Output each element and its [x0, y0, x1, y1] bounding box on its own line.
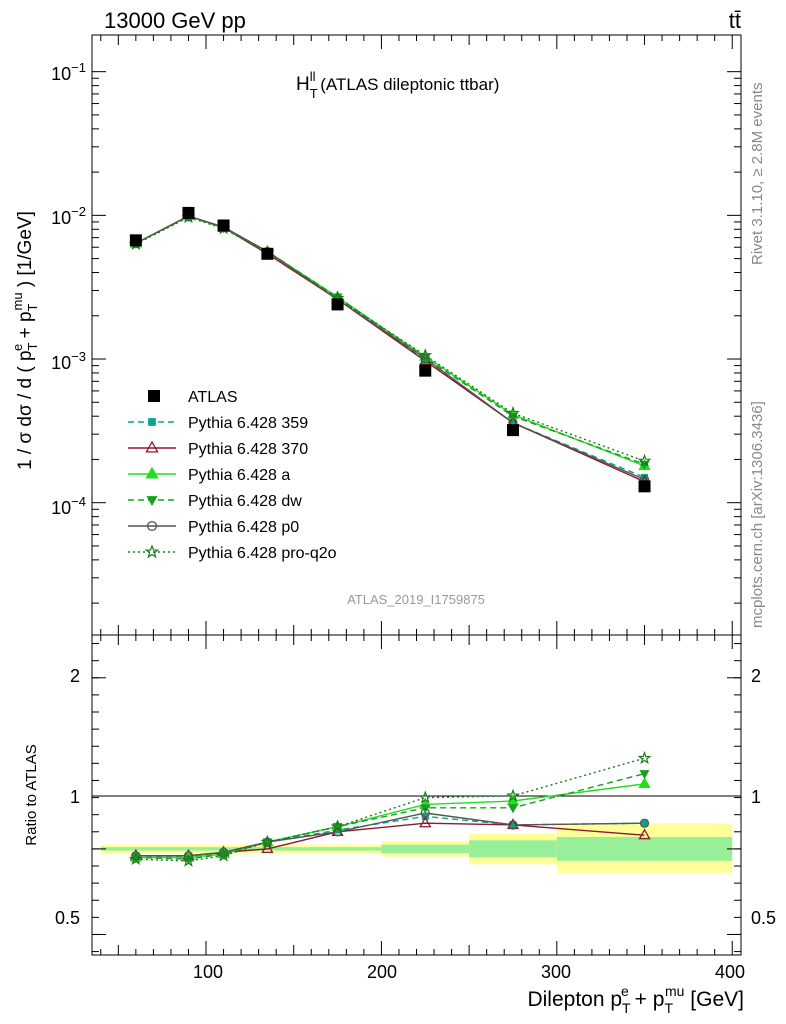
- main-axis-ticks: [92, 35, 741, 635]
- atlas-data-points: [129, 206, 651, 493]
- legend-label-atlas: ATLAS: [188, 389, 238, 406]
- ratio-series-point-5: [506, 788, 520, 802]
- ratio-series-point-4: [218, 847, 229, 857]
- ratio-series-line-2: [135, 783, 645, 859]
- atlas-data-point: [182, 206, 195, 219]
- ratio-series-point-5: [260, 834, 275, 848]
- legend-marker-5: [144, 544, 160, 559]
- ratio-series-point-5: [637, 750, 652, 765]
- atlas-data-point: [638, 480, 651, 493]
- legend-marker-2: [145, 466, 159, 479]
- x-tick-label-300: 300: [541, 962, 571, 982]
- ratio-series-point-5: [128, 851, 143, 866]
- header-process-label: tt̄: [729, 8, 741, 33]
- ratio-series-point-5: [181, 853, 196, 867]
- ratio-y-tick-05-left: 0.5: [55, 908, 80, 928]
- ratio-y-tick-2-right: 2: [751, 666, 761, 686]
- ratio-series-point-4: [131, 851, 141, 861]
- ratio-series-point-1: [261, 842, 274, 854]
- ratio-panel: 2 1 0.5 2 1 0.5 Ratio to ATLAS 100 200 3…: [23, 634, 776, 1016]
- ratio-series-line-4: [135, 812, 645, 857]
- x-tick-label-100: 100: [193, 962, 223, 982]
- legend-marker-1: [145, 440, 159, 453]
- main-series-line-4: [135, 215, 645, 481]
- x-tick-label-400: 400: [715, 962, 745, 982]
- main-series-line-5: [135, 216, 645, 462]
- y-tick-label-1e-3: 10−3: [51, 349, 86, 373]
- ratio-series-point-5: [216, 848, 231, 862]
- ratio-series-point-1: [638, 828, 651, 840]
- ratio-uncertainty-bands: [100, 823, 733, 873]
- main-series-point-5: [637, 453, 652, 467]
- ratio-band-inner-2: [469, 840, 557, 858]
- legend-marker-atlas: [148, 390, 160, 402]
- ratio-series-markers: [128, 750, 652, 867]
- rivet-version-label: Rivet 3.1.10, ≥ 2.8M events: [749, 83, 766, 266]
- ratio-series-point-3: [130, 853, 141, 863]
- ratio-panel-frame: [91, 634, 742, 956]
- ratio-series-point-0: [509, 821, 517, 829]
- atlas-data-point: [419, 364, 432, 377]
- ratio-series-point-4: [420, 808, 430, 818]
- main-series-point-0: [509, 419, 517, 427]
- legend-marker-4: [146, 520, 158, 532]
- y-tick-label-1e-4: 10−4: [51, 494, 86, 518]
- atlas-data-point: [261, 247, 274, 260]
- y-tick-label-1e-2: 10−2: [51, 204, 86, 228]
- ratio-series-point-5: [418, 790, 433, 804]
- ratio-series-point-2: [638, 777, 651, 789]
- legend-marker-0: [148, 418, 156, 426]
- ratio-series-point-4: [508, 820, 518, 830]
- plot-title: HTll (ATLAS dileptonic ttbar): [296, 69, 499, 101]
- ratio-series-point-4: [639, 818, 650, 828]
- atlas-data-point: [217, 219, 230, 232]
- main-series-point-5: [418, 348, 433, 362]
- legend-label-0: Pythia 6.428 359: [188, 415, 308, 432]
- main-series-line-0: [135, 215, 645, 479]
- y-tick-label-1e-1: 10−1: [51, 60, 86, 84]
- header-energy-label: 13000 GeV pp: [104, 8, 246, 33]
- atlas-data-point: [331, 298, 344, 311]
- ratio-y-tick-05-right: 0.5: [751, 908, 776, 928]
- legend-label-2: Pythia 6.428 a: [188, 467, 290, 484]
- legend-label-5: Pythia 6.428 pro-q2o: [188, 545, 337, 562]
- atlas-data-point: [129, 234, 142, 247]
- legend-label-1: Pythia 6.428 370: [188, 441, 308, 458]
- atlas-data-point: [506, 424, 519, 437]
- ratio-series-point-3: [639, 770, 650, 780]
- ratio-y-tick-1-left: 1: [70, 787, 80, 807]
- legend: ATLAS Pythia 6.428 359 Pythia 6.428 370 Pyt…: [128, 389, 337, 562]
- main-panel: 10−1 10−2 10−3 10−4 HTll (ATLAS dilepton…: [10, 34, 742, 636]
- ratio-series-line-5: [135, 757, 645, 862]
- ratio-series-point-3: [507, 804, 518, 814]
- legend-label-3: Pythia 6.428 dw: [188, 493, 302, 510]
- ratio-axis-ticks: [92, 635, 741, 955]
- main-series-point-4: [420, 353, 430, 364]
- ratio-series-point-3: [218, 850, 229, 860]
- mcplots-reference-label: mcplots.cern.ch [arXiv:1306.3436]: [749, 401, 766, 628]
- ratio-series-point-4: [183, 851, 194, 861]
- x-tick-label-200: 200: [367, 962, 397, 982]
- legend-marker-3: [146, 496, 158, 507]
- analysis-watermark: ATLAS_2019_I1759875: [347, 592, 485, 607]
- ratio-band-inner-3: [556, 836, 733, 861]
- ratio-y-axis-label: Ratio to ATLAS: [23, 744, 40, 845]
- ratio-series-point-1: [419, 816, 432, 828]
- legend-label-4: Pythia 6.428 p0: [188, 519, 299, 536]
- ratio-series-point-0: [641, 819, 649, 827]
- ratio-y-tick-2-left: 2: [70, 666, 80, 686]
- x-axis-label: Dilepton pTe + pTmu [GeV]: [527, 983, 744, 1016]
- ratio-series-lines: [135, 757, 645, 862]
- y-axis-label: 1 / σ dσ / d ( pTe + pTmu ) [1/GeV]: [10, 211, 40, 470]
- main-series-point-5: [506, 405, 520, 420]
- ratio-band-inner-1: [381, 844, 470, 854]
- ratio-series-point-5: [330, 819, 345, 833]
- ratio-y-tick-1-right: 1: [751, 787, 761, 807]
